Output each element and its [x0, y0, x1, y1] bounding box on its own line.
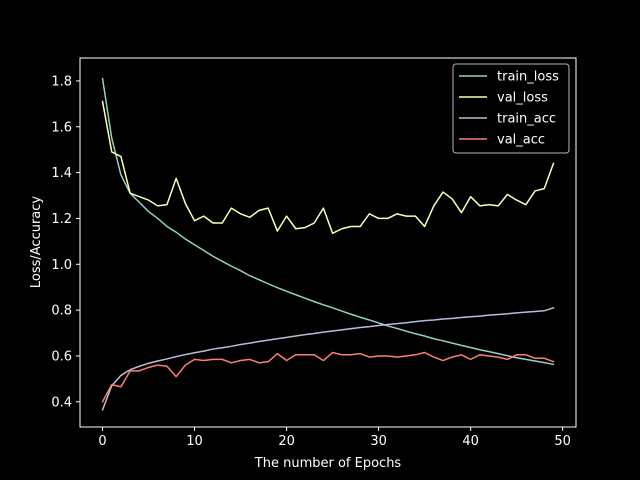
series-line-val-loss [101, 100, 555, 235]
y-tick-label: 0.4 [51, 395, 72, 410]
x-tick-label: 0 [98, 434, 106, 449]
y-tick-label: 1.4 [51, 166, 72, 181]
legend-label: val_acc [497, 133, 545, 148]
legend-box [452, 63, 570, 154]
y-tick-label: 1.2 [51, 212, 72, 227]
x-tick-label: 50 [554, 434, 571, 449]
x-tick-label: 20 [278, 434, 295, 449]
x-axis-label: The number of Epochs [254, 456, 402, 471]
legend-label: val_loss [497, 91, 548, 106]
legend-label: train_loss [497, 70, 559, 85]
x-tick-label: 10 [186, 434, 203, 449]
series-line-train-acc [101, 306, 555, 411]
x-tick-label: 40 [462, 434, 479, 449]
legend: train_loss val_loss train_acc val_acc [452, 63, 570, 154]
series-line-val-acc [101, 351, 555, 403]
x-tick-label: 30 [370, 434, 387, 449]
y-axis: 0.4 0.6 0.8 1.0 1.2 1.4 1.6 1.8 [51, 74, 80, 410]
y-tick-label: 0.8 [51, 304, 72, 319]
legend-label: train_acc [497, 112, 556, 127]
plot-lines [101, 77, 555, 411]
y-tick-label: 1.6 [51, 120, 72, 135]
series-line-train-loss [101, 77, 555, 366]
y-tick-label: 0.6 [51, 349, 72, 364]
y-axis-label: Loss/Accuracy [29, 196, 44, 289]
y-tick-label: 1.8 [51, 74, 72, 89]
y-tick-label: 1.0 [51, 258, 72, 273]
plot-frame [79, 57, 577, 428]
x-axis: 0 10 20 30 40 50 [98, 427, 571, 449]
